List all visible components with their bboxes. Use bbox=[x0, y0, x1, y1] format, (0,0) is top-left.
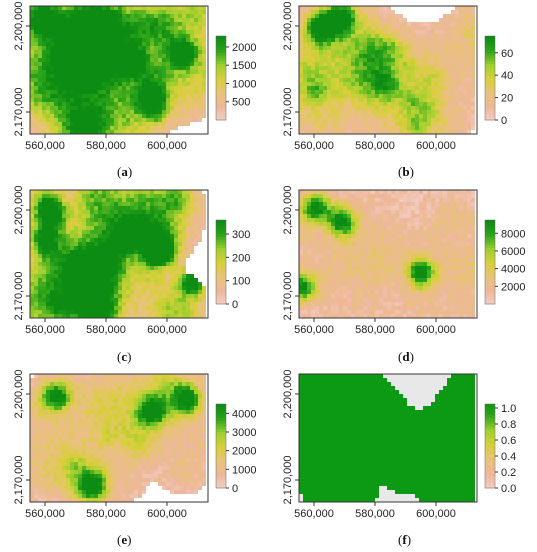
x-tick-label: 580,000 bbox=[355, 508, 395, 520]
legend-tick-label: 2000 bbox=[501, 281, 525, 293]
raster-d bbox=[299, 190, 475, 318]
map-panel-f: 560,000 580,000 600,000 2,200,000 2,170,000 1… bbox=[269, 368, 537, 550]
caption-close-e: ) bbox=[127, 532, 131, 547]
map-svg-e: 560,000 580,000 600,000 2,200,000 2,170,000 4… bbox=[0, 368, 268, 552]
map-panel-d: 560,000 580,000 600,000 2,200,000 2,170,000 8… bbox=[269, 184, 537, 368]
legend-tick-label: 100 bbox=[232, 276, 250, 288]
y-tick-label: 2,200,000 bbox=[282, 186, 294, 235]
y-tick-label: 2,170,000 bbox=[13, 456, 25, 505]
raster-a bbox=[30, 6, 206, 134]
map-svg-d: 560,000 580,000 600,000 2,200,000 2,170,000 8… bbox=[269, 184, 537, 368]
caption-b: (b) bbox=[398, 164, 414, 180]
legend-tick-label: 4000 bbox=[501, 264, 525, 276]
x-tick-label: 560,000 bbox=[294, 140, 334, 152]
y-tick-label: 2,170,000 bbox=[282, 88, 294, 137]
legend-tick-label: 1500 bbox=[232, 60, 256, 72]
caption-d: (d) bbox=[398, 349, 414, 365]
y-tick-label: 2,170,000 bbox=[282, 456, 294, 505]
legend-d: 8000 6000 4000 2000 bbox=[485, 220, 525, 305]
legend-tick-label: 0.0 bbox=[501, 483, 516, 495]
legend-tick-label: 0.6 bbox=[501, 435, 516, 447]
x-tick-label: 600,000 bbox=[147, 508, 187, 520]
legend-tick-label: 60 bbox=[501, 48, 513, 60]
legend-c: 300 200 100 0 bbox=[216, 220, 250, 311]
legend-tick-label: 0.2 bbox=[501, 467, 516, 479]
y-tick-label: 2,200,000 bbox=[13, 186, 25, 235]
caption-c: (c) bbox=[117, 349, 131, 365]
caption-letter-d: d bbox=[402, 349, 409, 364]
x-tick-label: 600,000 bbox=[147, 324, 187, 336]
map-svg-c: 560,000 580,000 600,000 2,200,000 2,170,000 3… bbox=[0, 184, 268, 368]
x-tick-label: 560,000 bbox=[25, 508, 65, 520]
legend-tick-label: 4000 bbox=[232, 408, 256, 420]
legend-tick-label: 300 bbox=[232, 229, 250, 241]
raster-e bbox=[30, 374, 206, 502]
legend-tick-label: 2000 bbox=[232, 42, 256, 54]
x-tick-label: 600,000 bbox=[416, 140, 456, 152]
caption-f: (f) bbox=[398, 532, 411, 548]
map-panel-b: 560,000 580,000 600,000 2,200,000 2,170,000 6… bbox=[269, 0, 537, 184]
legend-tick-label: 500 bbox=[232, 97, 250, 109]
caption-e: (e) bbox=[117, 532, 131, 548]
y-tick-label: 2,200,000 bbox=[282, 2, 294, 51]
legend-tick-label: 0 bbox=[501, 115, 507, 127]
caption-close-c: ) bbox=[127, 349, 131, 364]
raster-b bbox=[299, 6, 475, 134]
map-svg-b: 560,000 580,000 600,000 2,200,000 2,170,000 6… bbox=[269, 0, 537, 184]
x-tick-label: 580,000 bbox=[86, 324, 126, 336]
x-tick-label: 580,000 bbox=[86, 508, 126, 520]
x-tick-label: 600,000 bbox=[147, 140, 187, 152]
legend-f: 1.0 0.8 0.6 0.4 0.2 0.0 bbox=[485, 403, 516, 495]
legend-tick-label: 0.8 bbox=[501, 419, 516, 431]
caption-close-d: ) bbox=[410, 349, 414, 364]
raster-c bbox=[30, 190, 206, 318]
legend-tick-label: 0 bbox=[232, 299, 238, 311]
raster-f bbox=[299, 374, 475, 502]
y-tick-label: 2,200,000 bbox=[13, 2, 25, 51]
legend-b: 60 40 20 0 bbox=[485, 36, 513, 127]
caption-close-a: ) bbox=[128, 164, 132, 179]
x-tick-label: 580,000 bbox=[86, 140, 126, 152]
legend-tick-label: 0 bbox=[232, 483, 238, 495]
legend-tick-label: 2000 bbox=[232, 446, 256, 458]
legend-tick-label: 20 bbox=[501, 93, 513, 105]
y-tick-label: 2,200,000 bbox=[282, 370, 294, 419]
caption-letter-b: b bbox=[402, 164, 409, 179]
legend-tick-label: 1000 bbox=[232, 78, 256, 90]
caption-close-b: ) bbox=[410, 164, 414, 179]
legend-tick-label: 6000 bbox=[501, 246, 525, 258]
x-tick-label: 560,000 bbox=[294, 508, 334, 520]
x-tick-label: 560,000 bbox=[294, 324, 334, 336]
map-svg-a: 560,000 580,000 600,000 2,200,000 2,170,000 2… bbox=[0, 0, 268, 184]
legend-tick-label: 40 bbox=[501, 70, 513, 82]
legend-tick-label: 1.0 bbox=[501, 403, 516, 415]
x-tick-label: 560,000 bbox=[25, 324, 65, 336]
legend-tick-label: 1000 bbox=[232, 464, 256, 476]
map-panel-e: 560,000 580,000 600,000 2,200,000 2,170,000 4… bbox=[0, 368, 268, 550]
map-panel-a: 560,000 580,000 600,000 2,200,000 2,170,000 2… bbox=[0, 0, 268, 184]
x-tick-label: 600,000 bbox=[416, 508, 456, 520]
caption-a: (a) bbox=[117, 164, 132, 180]
y-tick-label: 2,170,000 bbox=[13, 88, 25, 137]
legend-tick-label: 200 bbox=[232, 252, 250, 264]
y-tick-label: 2,170,000 bbox=[13, 272, 25, 321]
legend-tick-label: 3000 bbox=[232, 427, 256, 439]
y-tick-label: 2,200,000 bbox=[13, 370, 25, 419]
legend-e: 4000 3000 2000 1000 0 bbox=[216, 404, 256, 495]
x-tick-label: 560,000 bbox=[25, 140, 65, 152]
x-tick-label: 580,000 bbox=[355, 140, 395, 152]
x-tick-label: 580,000 bbox=[355, 324, 395, 336]
map-svg-f: 560,000 580,000 600,000 2,200,000 2,170,000 1… bbox=[269, 368, 537, 552]
caption-close-f: ) bbox=[407, 532, 411, 547]
y-tick-label: 2,170,000 bbox=[282, 272, 294, 321]
x-tick-label: 600,000 bbox=[416, 324, 456, 336]
legend-a: 2000 1500 1000 500 bbox=[216, 36, 256, 121]
legend-tick-label: 8000 bbox=[501, 228, 525, 240]
map-panel-c: 560,000 580,000 600,000 2,200,000 2,170,000 3… bbox=[0, 184, 268, 368]
legend-tick-label: 0.4 bbox=[501, 451, 516, 463]
